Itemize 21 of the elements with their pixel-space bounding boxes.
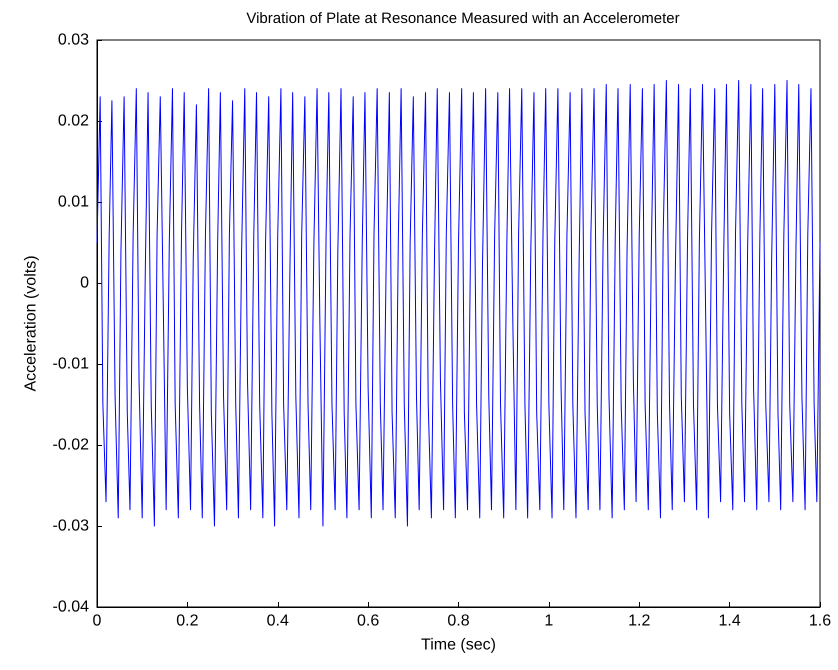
x-tick-label: 0.6 (357, 612, 380, 630)
x-tick-label: 0.4 (266, 612, 289, 630)
y-tick-label: -0.01 (52, 356, 90, 372)
x-tick-label: 0.8 (447, 612, 470, 630)
x-axis-title: Time (sec) (421, 636, 496, 654)
y-tick-label: 0 (80, 274, 90, 292)
x-tick-label: 1.2 (628, 612, 650, 630)
x-tick-label: 0.2 (176, 612, 199, 630)
y-axis-title: Acceleration (volts) (22, 255, 40, 392)
y-tick-label: -0.02 (52, 436, 90, 454)
x-tick-label: 1.4 (718, 612, 741, 630)
x-tick-label: 1.6 (808, 612, 832, 630)
y-tick-label: 0.03 (58, 32, 90, 48)
x-tick-label: 0 (92, 612, 102, 630)
y-tick-label: -0.04 (52, 598, 90, 616)
y-tick-label: -0.03 (52, 518, 90, 534)
y-tick-label: 0.02 (58, 112, 90, 130)
y-tick-label: 0.01 (58, 194, 90, 210)
x-tick-label: 1 (544, 612, 554, 630)
line-series (96, 80, 820, 526)
chart-title: Vibration of Plate at Resonance Measured with an Accelerometer (246, 10, 680, 27)
